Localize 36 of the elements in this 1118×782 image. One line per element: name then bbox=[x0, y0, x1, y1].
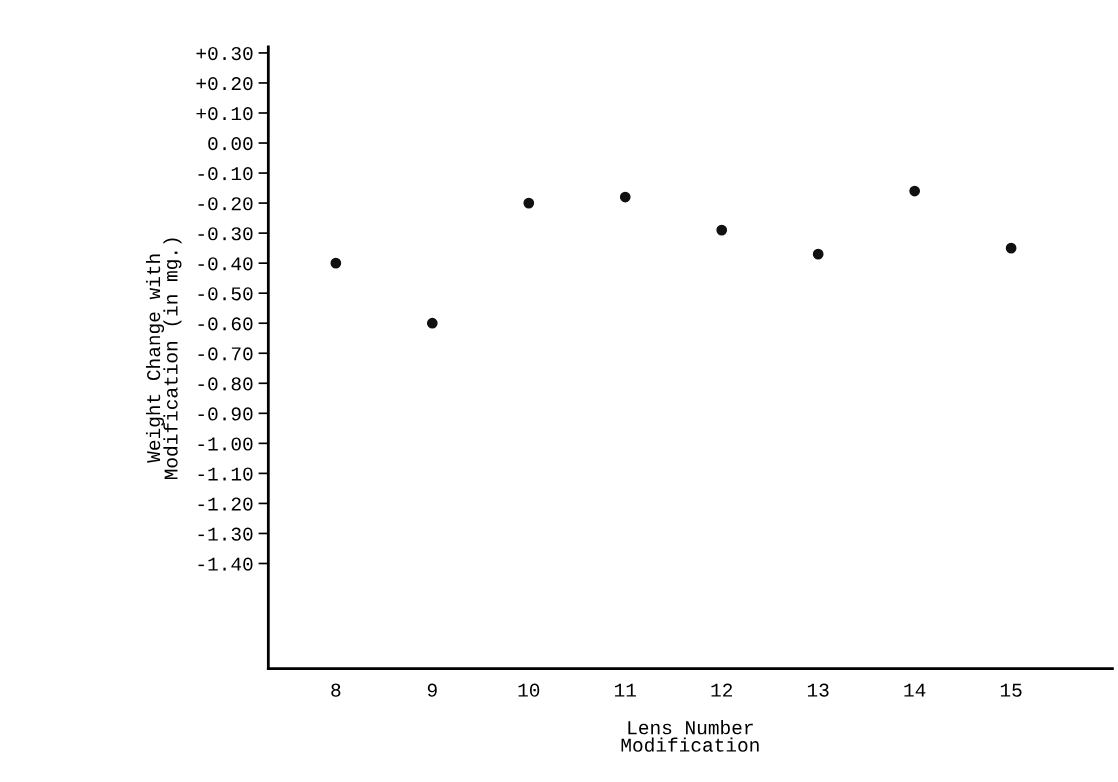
y-tick-label: -0.80 bbox=[198, 377, 253, 391]
y-tick-label: -1.40 bbox=[198, 557, 253, 571]
point bbox=[619, 191, 631, 203]
y-tick-label: -0.40 bbox=[198, 257, 253, 271]
y-tick-label: +0.10 bbox=[196, 107, 253, 121]
y-axis-title: Weight Change with Modification (in mg.) bbox=[145, 238, 182, 480]
y-tick-label: -1.10 bbox=[198, 467, 253, 481]
x-tick-label: 14 bbox=[904, 683, 926, 697]
point bbox=[523, 197, 535, 209]
y-tick-label: -0.60 bbox=[198, 317, 253, 331]
x-tick-label: 9 bbox=[427, 683, 437, 697]
y-tick-label: -0.10 bbox=[198, 167, 253, 181]
x-tick-label: 13 bbox=[807, 683, 829, 697]
y-tick-label: -1.00 bbox=[198, 437, 253, 451]
x-tick-label: 12 bbox=[711, 683, 733, 697]
point bbox=[1005, 242, 1017, 254]
x-tick-label: 11 bbox=[614, 683, 636, 697]
y-tick-label: -0.70 bbox=[198, 347, 253, 361]
point bbox=[426, 317, 438, 329]
point bbox=[812, 248, 824, 260]
y-tick-label: +0.20 bbox=[196, 77, 253, 91]
y-tick-label: -0.90 bbox=[198, 407, 253, 421]
y-tick-label: -1.30 bbox=[198, 527, 253, 541]
x-tick-label: 8 bbox=[331, 683, 341, 697]
y-tick-label: -1.20 bbox=[198, 497, 253, 511]
y-tick-label: -0.20 bbox=[198, 197, 253, 211]
y-tick-label: -0.50 bbox=[198, 287, 253, 301]
point bbox=[909, 185, 921, 197]
point bbox=[716, 224, 728, 236]
x-tick-label: 10 bbox=[518, 683, 540, 697]
y-tick-label: -0.30 bbox=[198, 227, 253, 241]
x-tick-label: 15 bbox=[1000, 683, 1022, 697]
y-tick-label: +0.30 bbox=[196, 46, 253, 61]
point bbox=[330, 257, 342, 269]
x-axis-title: Lens Number Modification bbox=[621, 720, 759, 752]
y-tick-label: 0.00 bbox=[208, 137, 253, 151]
